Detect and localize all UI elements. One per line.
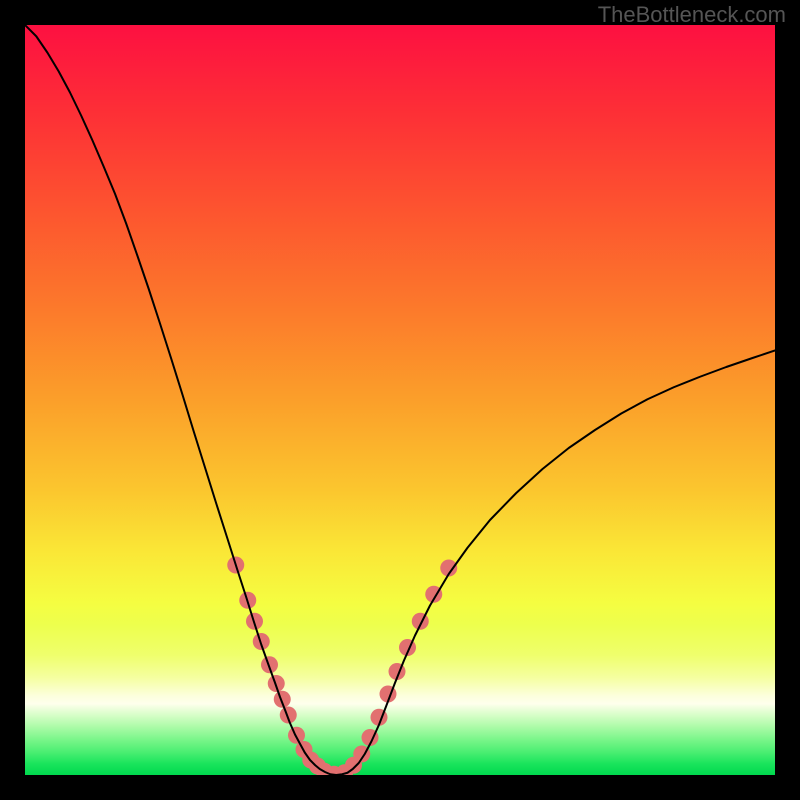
plot-area — [25, 25, 775, 775]
curve-line — [25, 25, 775, 775]
plot-overlay — [25, 25, 775, 775]
curve-markers — [227, 557, 457, 776]
chart-frame: TheBottleneck.com — [0, 0, 800, 800]
